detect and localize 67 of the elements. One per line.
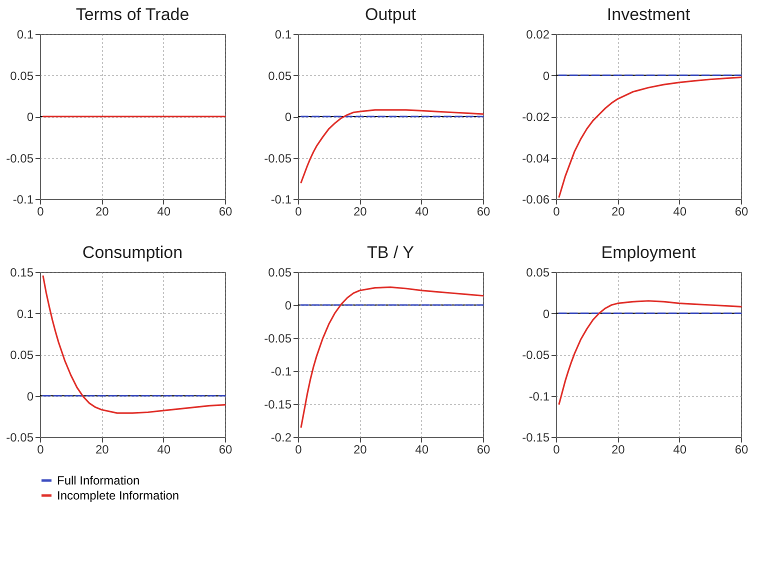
- y-tick-label: -0.1: [12, 192, 34, 206]
- y-tick-label: 0: [542, 68, 550, 83]
- x-tick-label: 20: [353, 204, 368, 218]
- y-tick-label: 0.05: [526, 266, 550, 280]
- x-tick-label: 0: [295, 442, 302, 456]
- y-tick-label: 0: [284, 110, 292, 124]
- y-tick-label: 0: [26, 110, 34, 124]
- x-tick-label: 20: [95, 204, 110, 218]
- chart-title: Terms of Trade: [76, 5, 190, 24]
- y-tick-label: 0.05: [10, 68, 34, 83]
- y-tick-label: 0.02: [526, 28, 550, 42]
- legend-label: Full Information: [57, 474, 140, 488]
- x-tick-label: 0: [553, 204, 560, 218]
- chart-title: Output: [364, 5, 416, 24]
- x-tick-label: 20: [95, 442, 110, 456]
- x-tick-label: 40: [673, 442, 687, 456]
- x-tick-label: 20: [611, 442, 626, 456]
- chart-title: TB / Y: [367, 243, 414, 262]
- x-tick-label: 40: [673, 204, 687, 218]
- y-tick-label: 0.05: [268, 68, 292, 83]
- x-tick-label: 0: [553, 442, 560, 456]
- y-tick-label: 0.1: [274, 28, 292, 42]
- y-tick-label: 0: [26, 389, 34, 404]
- y-tick-label: -0.1: [528, 389, 550, 404]
- x-tick-label: 60: [476, 442, 490, 456]
- x-tick-label: 20: [353, 442, 368, 456]
- x-tick-label: 40: [415, 204, 429, 218]
- y-tick-label: 0: [284, 298, 292, 312]
- y-tick-label: 0.05: [268, 266, 292, 280]
- x-tick-label: 60: [734, 204, 748, 218]
- y-tick-label: 0.1: [16, 28, 34, 42]
- y-tick-label: -0.15: [522, 430, 550, 444]
- y-tick-label: -0.06: [522, 192, 550, 206]
- y-tick-label: -0.1: [270, 192, 292, 206]
- y-tick-label: -0.05: [6, 151, 34, 166]
- x-tick-label: 20: [611, 204, 626, 218]
- x-tick-label: 0: [295, 204, 302, 218]
- chart-title: Consumption: [82, 243, 183, 262]
- y-tick-label: 0.15: [10, 266, 34, 280]
- chart-title: Employment: [601, 243, 696, 262]
- x-tick-label: 60: [218, 204, 232, 218]
- line-series: [300, 286, 484, 428]
- y-tick-label: -0.2: [270, 430, 292, 444]
- y-tick-label: -0.15: [264, 398, 292, 412]
- y-tick-label: -0.1: [270, 364, 292, 378]
- y-tick-label: -0.05: [264, 151, 292, 166]
- y-tick-label: -0.02: [522, 110, 550, 124]
- y-tick-label: -0.05: [6, 430, 34, 444]
- x-tick-label: 40: [415, 442, 429, 456]
- line-series: [42, 275, 226, 414]
- chart-title: Investment: [606, 5, 690, 24]
- x-tick-label: 0: [37, 442, 44, 456]
- y-tick-label: -0.05: [264, 332, 292, 346]
- line-series: [300, 109, 484, 184]
- legend-label: Incomplete Information: [57, 488, 180, 502]
- x-tick-label: 60: [734, 442, 748, 456]
- y-tick-label: 0.1: [16, 306, 34, 321]
- y-tick-label: -0.04: [522, 151, 550, 166]
- y-tick-label: -0.05: [522, 348, 550, 362]
- y-tick-label: 0: [542, 306, 550, 321]
- y-tick-label: 0.05: [10, 348, 34, 362]
- x-tick-label: 60: [476, 204, 490, 218]
- x-tick-label: 0: [37, 204, 44, 218]
- line-series: [558, 300, 742, 405]
- x-tick-label: 40: [157, 204, 171, 218]
- x-tick-label: 60: [218, 442, 232, 456]
- x-tick-label: 40: [157, 442, 171, 456]
